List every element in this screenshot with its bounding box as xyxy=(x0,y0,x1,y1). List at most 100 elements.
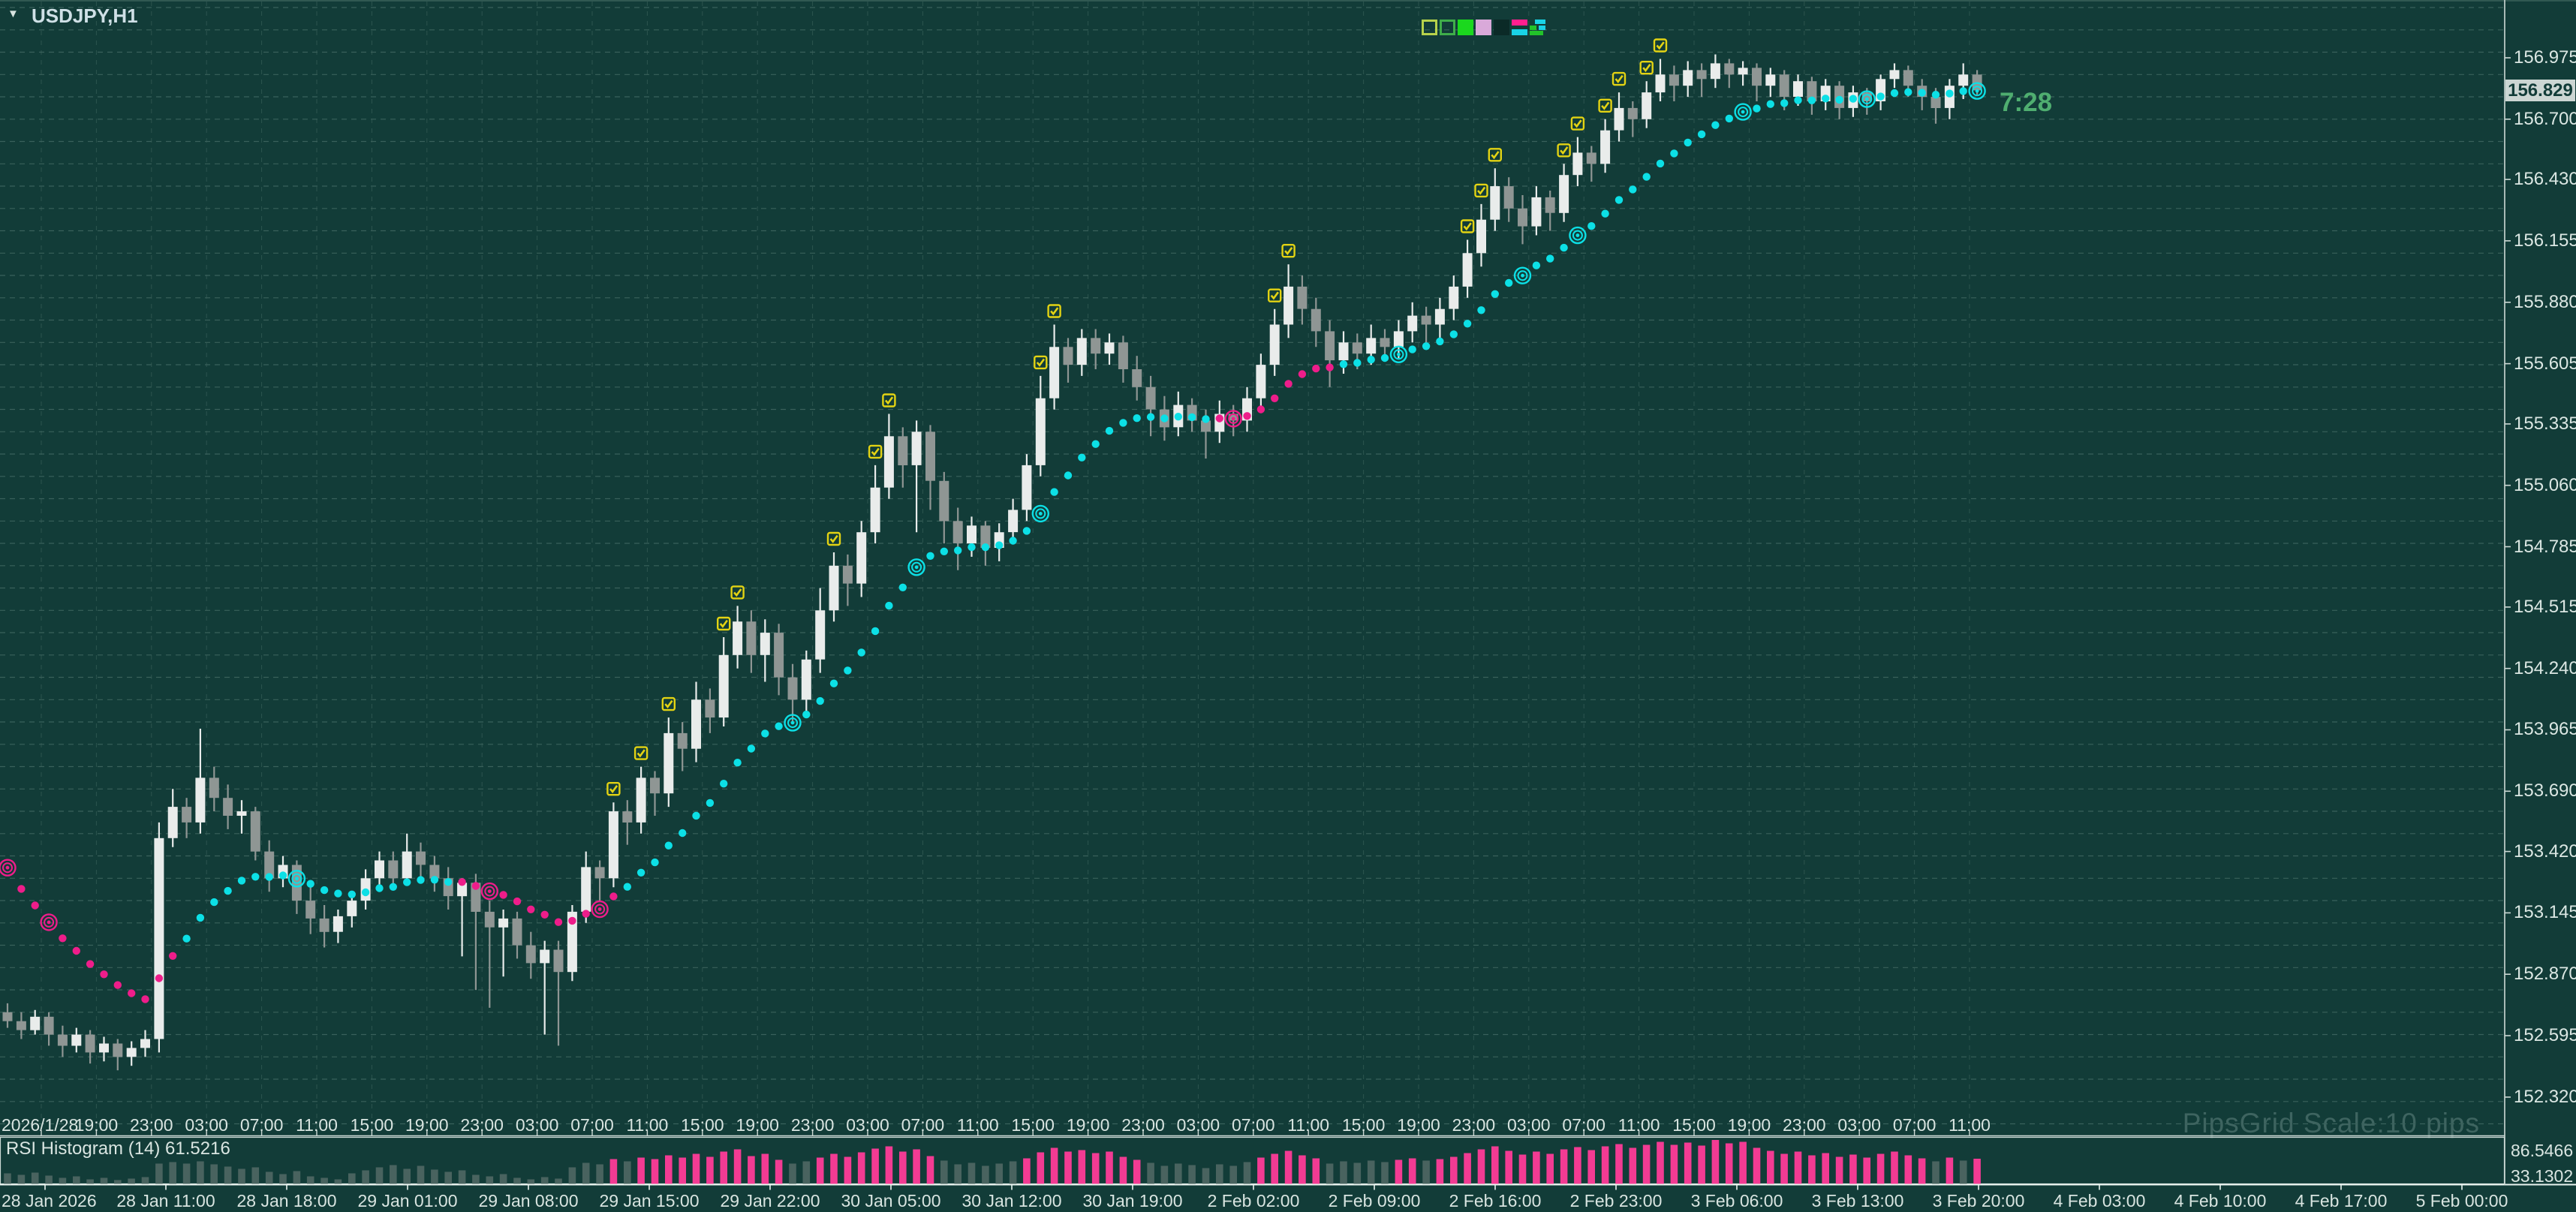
rsi-scale-max-label: 86.5466 xyxy=(2511,1141,2574,1160)
buy-signal-marker-icon xyxy=(1570,116,1585,131)
price-axis-label: 152.320 xyxy=(2514,1086,2576,1107)
bottom-time-axis-label: 4 Feb 17:00 xyxy=(2295,1191,2388,1210)
main-time-axis-label: 23:00 xyxy=(790,1115,835,1135)
bottom-time-axis-label: 28 Jan 11:00 xyxy=(116,1191,215,1210)
bottom-time-axis-label: 3 Feb 20:00 xyxy=(1932,1191,2025,1210)
main-time-axis-label: 07:00 xyxy=(1232,1115,1275,1135)
main-time-axis-label: 07:00 xyxy=(1562,1115,1605,1135)
buy-signal-marker-icon xyxy=(661,696,676,711)
main-time-axis-label: 03:00 xyxy=(1176,1115,1220,1135)
buy-signal-marker-icon xyxy=(868,444,883,459)
main-time-axis-label: 07:00 xyxy=(1892,1115,1937,1135)
main-time-axis-label: 19:00 xyxy=(1066,1115,1110,1135)
bottom-time-axis-label: 28 Jan 2026 xyxy=(2,1191,97,1210)
bottom-time-axis-label: 2 Feb 02:00 xyxy=(1207,1191,1300,1210)
symbol-dropdown-caret-icon[interactable]: ▼ xyxy=(8,8,19,20)
rsi-scale-min-label: 33.1302 xyxy=(2511,1166,2574,1186)
price-axis-label: 155.880 xyxy=(2514,291,2576,312)
main-time-axis-label: 2026/1/28 xyxy=(2,1115,79,1135)
main-time-axis-label: 19:00 xyxy=(1397,1115,1440,1135)
price-axis-label: 153.690 xyxy=(2514,780,2576,801)
main-time-axis-label: 19:00 xyxy=(1727,1115,1771,1135)
bottom-time-axis-label: 29 Jan 08:00 xyxy=(478,1191,579,1210)
price-axis-label: 156.155 xyxy=(2514,230,2576,251)
buy-signal-marker-icon xyxy=(826,531,841,546)
price-axis-label: 156.700 xyxy=(2514,108,2576,129)
main-time-axis-label: 23:00 xyxy=(1783,1115,1826,1135)
main-time-axis-label: 03:00 xyxy=(846,1115,889,1135)
bottom-time-axis-label: 30 Jan 05:00 xyxy=(841,1191,941,1210)
bottom-time-axis-label: 29 Jan 15:00 xyxy=(599,1191,700,1210)
bottom-time-axis-label: 29 Jan 01:00 xyxy=(357,1191,458,1210)
chart-symbol-timeframe-label: USDJPY,H1 xyxy=(32,5,138,27)
main-time-axis-label: 15:00 xyxy=(1341,1115,1386,1135)
bottom-time-axis-label: 29 Jan 22:00 xyxy=(720,1191,820,1210)
main-time-axis-label: 23:00 xyxy=(460,1115,504,1135)
price-axis-label: 155.060 xyxy=(2514,474,2576,495)
price-axis-label: 154.240 xyxy=(2514,657,2576,678)
current-price-badge: 156.829 xyxy=(2505,80,2575,101)
price-axis-label: 154.515 xyxy=(2514,596,2576,617)
buy-signal-marker-icon xyxy=(1598,98,1612,113)
main-time-axis-label: 15:00 xyxy=(1011,1115,1055,1135)
main-time-axis-label: 03:00 xyxy=(1507,1115,1551,1135)
bottom-time-axis-label: 2 Feb 09:00 xyxy=(1328,1191,1421,1210)
main-time-axis-label: 11:00 xyxy=(1287,1115,1330,1135)
main-time-axis-label: 19:00 xyxy=(405,1115,449,1135)
buy-signal-marker-icon xyxy=(1653,38,1668,53)
main-time-axis-label: 11:00 xyxy=(1618,1115,1660,1135)
price-axis-label: 156.975 xyxy=(2514,47,2576,68)
main-time-axis-label: 23:00 xyxy=(1452,1115,1496,1135)
main-time-axis-label: 11:00 xyxy=(956,1115,999,1135)
indicator-color-swatch-toolbar xyxy=(1422,20,1545,35)
price-axis-label: 153.965 xyxy=(2514,719,2576,740)
swatch-fill-plum-icon[interactable] xyxy=(1476,20,1491,35)
main-time-axis-label: 11:00 xyxy=(296,1115,338,1135)
bottom-time-axis-label: 5 Feb 00:00 xyxy=(2415,1191,2508,1210)
swatch-outline-green-icon[interactable] xyxy=(1440,20,1455,35)
price-axis-label: 153.145 xyxy=(2514,902,2576,923)
buy-signal-marker-icon xyxy=(1612,71,1627,86)
buy-signal-marker-icon xyxy=(1267,288,1282,302)
swatch-split-pink-cyan-icon[interactable] xyxy=(1512,20,1527,35)
main-time-axis-label: 07:00 xyxy=(239,1115,284,1135)
candle-countdown-timer: 7:28 xyxy=(2000,88,2053,117)
main-time-axis-label: 23:00 xyxy=(130,1115,173,1135)
pipsgrid-watermark: PipsGrid Scale:10 pips xyxy=(2182,1108,2480,1138)
buy-signal-marker-icon xyxy=(1281,244,1296,258)
bottom-time-axis-label: 3 Feb 06:00 xyxy=(1690,1191,1783,1210)
main-time-axis-label: 23:00 xyxy=(1121,1115,1165,1135)
main-time-axis-label: 11:00 xyxy=(1949,1115,1991,1135)
buy-signal-marker-icon xyxy=(1460,219,1475,233)
buy-signal-marker-icon xyxy=(730,585,745,600)
price-axis-label: 155.605 xyxy=(2514,353,2576,374)
swatch-mosaic-cyan-green-icon[interactable] xyxy=(1530,20,1545,35)
price-axis-label: 152.595 xyxy=(2514,1025,2576,1046)
swatch-fill-green-icon[interactable] xyxy=(1458,20,1473,35)
buy-signal-marker-icon xyxy=(882,393,896,408)
price-axis-label: 152.870 xyxy=(2514,964,2576,985)
price-axis-label: 154.785 xyxy=(2514,536,2576,557)
bottom-time-axis-label: 28 Jan 18:00 xyxy=(236,1191,337,1210)
main-time-axis-label: 15:00 xyxy=(1672,1115,1716,1135)
price-axis-label: 156.430 xyxy=(2514,169,2576,190)
main-time-axis-label: 07:00 xyxy=(570,1115,614,1135)
buy-signal-marker-icon xyxy=(1047,304,1061,318)
buy-signal-marker-icon xyxy=(606,781,621,796)
swatch-outline-yellowgreen-icon[interactable] xyxy=(1422,20,1437,35)
main-time-axis-label: 07:00 xyxy=(901,1115,945,1135)
buy-signal-marker-icon xyxy=(1488,148,1503,162)
bottom-time-axis-label: 4 Feb 10:00 xyxy=(2174,1191,2267,1210)
swatch-fill-dark-icon[interactable] xyxy=(1494,20,1509,35)
main-time-axis-label: 03:00 xyxy=(185,1115,228,1135)
main-time-axis-label: 15:00 xyxy=(681,1115,724,1135)
main-time-axis-label: 03:00 xyxy=(1837,1115,1881,1135)
buy-signal-marker-icon xyxy=(633,746,649,760)
buy-signal-marker-icon xyxy=(1034,355,1048,370)
bottom-time-axis-label: 4 Feb 03:00 xyxy=(2053,1191,2146,1210)
main-time-axis-label: 11:00 xyxy=(626,1115,669,1135)
main-time-axis-label: 15:00 xyxy=(350,1115,394,1135)
bottom-time-axis-label: 30 Jan 12:00 xyxy=(961,1191,1062,1210)
